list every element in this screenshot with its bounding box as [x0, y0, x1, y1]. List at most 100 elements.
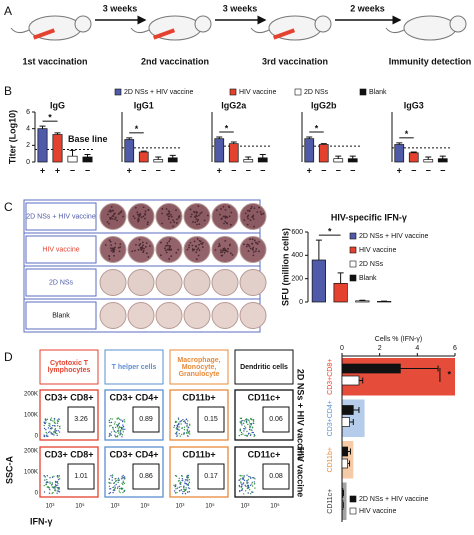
event: [116, 436, 118, 438]
spot: [219, 251, 222, 254]
event: [57, 487, 59, 489]
event: [248, 421, 251, 423]
event: [114, 487, 116, 489]
event: [187, 477, 189, 479]
event: [111, 479, 113, 481]
spot: [217, 245, 220, 248]
legend-label: 2D NSs + HIV vaccine: [359, 233, 429, 240]
gate-value: 3.26: [74, 416, 88, 423]
event: [121, 487, 123, 490]
event: [173, 484, 175, 487]
event: [50, 484, 53, 486]
event: [44, 476, 47, 478]
event: [45, 482, 48, 484]
event: [114, 485, 116, 487]
well: [239, 269, 267, 296]
spot: [112, 251, 114, 253]
event: [120, 428, 123, 430]
x-tick-label: +: [217, 165, 222, 175]
spot: [262, 212, 265, 215]
event: [247, 486, 250, 488]
event: [241, 488, 244, 490]
header: T helper cells: [112, 364, 157, 371]
x-tick-label: −: [85, 165, 90, 175]
event: [49, 489, 51, 491]
event: [57, 490, 60, 492]
event: [243, 420, 246, 422]
event: [247, 423, 249, 426]
error-bar: [337, 272, 344, 284]
spot: [109, 209, 112, 211]
event: [184, 420, 186, 422]
bar: [341, 446, 349, 457]
error-bar: [126, 137, 133, 140]
event: [183, 426, 186, 429]
event: [115, 480, 117, 482]
event: [46, 475, 49, 477]
event: [249, 423, 251, 425]
event: [52, 420, 54, 422]
event: [108, 481, 110, 484]
spot: [140, 248, 143, 251]
event: [252, 420, 255, 422]
event: [122, 427, 124, 429]
event: [184, 482, 186, 485]
error-bar: [353, 407, 360, 413]
event: [182, 486, 185, 489]
panel-label: A: [4, 4, 12, 18]
spot: [170, 215, 173, 218]
event: [116, 418, 118, 420]
spot: [229, 223, 232, 226]
error-bar: [347, 460, 351, 467]
spot: [193, 211, 196, 214]
event: [240, 420, 243, 422]
event: [247, 484, 249, 486]
event: [54, 428, 56, 431]
event: [114, 434, 116, 436]
spot: [221, 217, 223, 220]
spot: [195, 251, 198, 254]
event: [122, 487, 124, 490]
spot: [200, 242, 202, 245]
spot: [147, 255, 150, 258]
event: [246, 481, 248, 484]
significance: *: [225, 123, 229, 133]
bar: [341, 458, 349, 469]
event: [188, 432, 190, 434]
event: [121, 476, 123, 478]
x-tick-label: −: [350, 165, 355, 175]
event: [185, 487, 187, 489]
spot: [116, 219, 118, 222]
x-tick-label: 10³: [176, 504, 185, 510]
spot: [161, 222, 163, 225]
event: [243, 475, 245, 477]
interval-label: 2 weeks: [350, 3, 385, 13]
y-tick-label: CD11b+: [327, 447, 334, 472]
spot: [218, 242, 221, 245]
event: [109, 488, 112, 490]
event: [121, 488, 123, 491]
event: [43, 435, 45, 437]
y-tick-label: CD11c+: [327, 489, 334, 514]
event: [175, 475, 178, 478]
event: [110, 482, 112, 484]
header-box: [234, 349, 294, 385]
event: [57, 488, 59, 490]
event: [248, 489, 251, 491]
x-tick-label: 10³: [46, 504, 55, 510]
event: [246, 474, 248, 476]
header-text: Dendritic cells: [240, 363, 288, 371]
x-tick-label: +: [127, 165, 132, 175]
event: [57, 476, 59, 479]
event: [114, 421, 116, 423]
legend-label: HIV vaccine: [359, 508, 396, 515]
interval-label: 3 weeks: [103, 3, 138, 13]
spot: [224, 215, 227, 218]
gate-value: 1.01: [74, 473, 88, 480]
event: [115, 483, 117, 486]
spot: [165, 208, 168, 210]
event: [251, 491, 253, 493]
event: [109, 491, 112, 494]
spot: [169, 221, 172, 224]
event: [121, 434, 124, 436]
